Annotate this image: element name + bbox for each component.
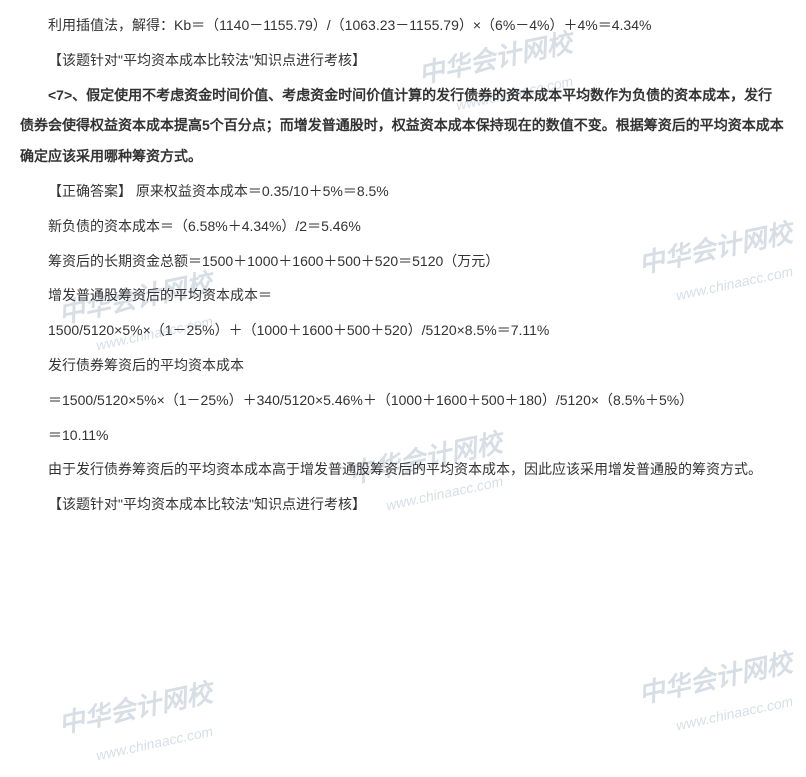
text-line: 新负债的资本成本＝（6.58%＋4.34%）/2＝5.46% — [20, 211, 786, 242]
text-line: ＝1500/5120×5%×（1－25%）＋340/5120×5.46%＋（10… — [20, 385, 786, 416]
question-text: <7>、假定使用不考虑资金时间价值、考虑资金时间价值计算的发行债券的资本成本平均… — [20, 80, 786, 172]
answer-line: 【正确答案】 原来权益资本成本＝0.35/10＋5%＝8.5% — [20, 176, 786, 207]
watermark-cn: 中华会计网校 — [53, 665, 217, 753]
text-line: 【该题针对"平均资本成本比较法"知识点进行考核】 — [20, 489, 786, 520]
watermark-url: www.chinaacc.com — [93, 715, 223, 771]
watermark-url: www.chinaacc.com — [673, 685, 803, 741]
text-line: 增发普通股筹资后的平均资本成本＝ — [20, 280, 786, 311]
text-line: 【该题针对"平均资本成本比较法"知识点进行考核】 — [20, 45, 786, 76]
watermark: 中华会计网校www.chinaacc.com — [633, 635, 803, 748]
text-line: 利用插值法，解得：Kb＝（1140－1155.79）/（1063.23－1155… — [20, 10, 786, 41]
text-line: 由于发行债券筹资后的平均资本成本高于增发普通股筹资后的平均资本成本，因此应该采用… — [20, 454, 786, 485]
text-line: 1500/5120×5%×（1－25%）＋（1000＋1600＋500＋520）… — [20, 315, 786, 346]
watermark-cn: 中华会计网校 — [633, 635, 797, 723]
watermark: 中华会计网校www.chinaacc.com — [53, 665, 223, 777]
text-line: 筹资后的长期资金总额＝1500＋1000＋1600＋500＋520＝5120（万… — [20, 246, 786, 277]
text-line: ＝10.11% — [20, 420, 786, 451]
text-line: 发行债券筹资后的平均资本成本 — [20, 350, 786, 381]
document-content: 利用插值法，解得：Kb＝（1140－1155.79）/（1063.23－1155… — [20, 10, 786, 520]
